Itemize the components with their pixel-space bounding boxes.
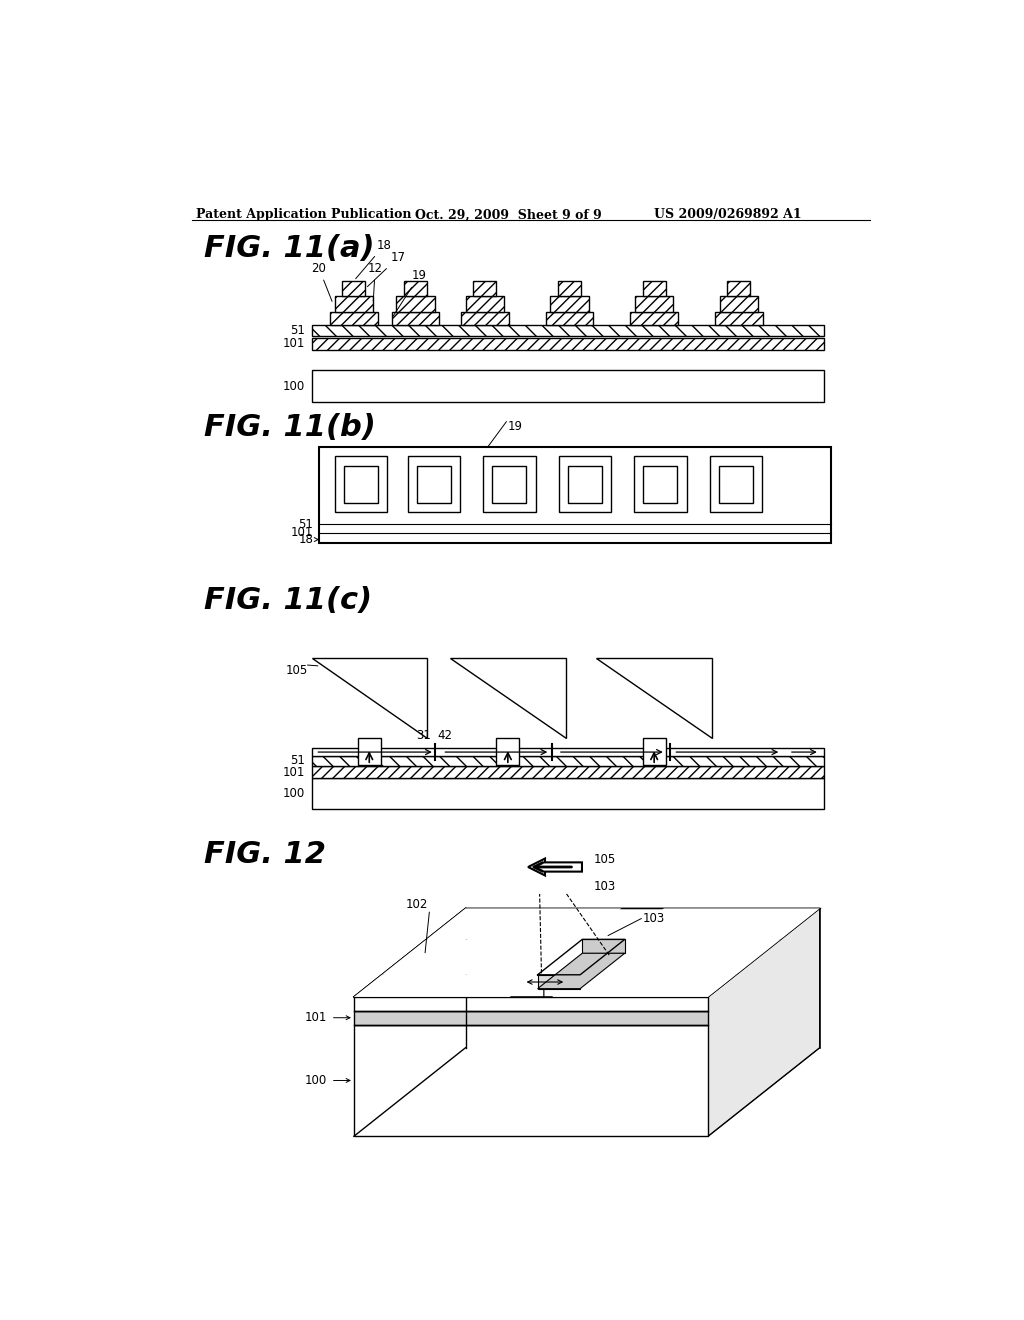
Polygon shape <box>354 997 708 1011</box>
Text: 20: 20 <box>311 261 332 301</box>
Bar <box>473 281 497 296</box>
Text: 17: 17 <box>368 251 406 286</box>
Bar <box>497 738 519 766</box>
Polygon shape <box>451 659 565 738</box>
Text: 105: 105 <box>286 664 307 677</box>
Polygon shape <box>354 908 819 997</box>
Bar <box>344 466 378 503</box>
Bar <box>715 312 763 326</box>
Text: 101: 101 <box>304 1011 327 1024</box>
Text: 102: 102 <box>406 898 428 911</box>
Bar <box>558 281 581 296</box>
Bar <box>311 779 823 809</box>
Text: 19: 19 <box>393 269 427 317</box>
Polygon shape <box>426 908 622 940</box>
Bar <box>311 370 823 403</box>
Bar <box>408 457 460 512</box>
Polygon shape <box>581 940 780 974</box>
Bar <box>550 296 589 312</box>
Text: FIG. 11(b): FIG. 11(b) <box>204 412 376 441</box>
Polygon shape <box>538 974 581 989</box>
Text: 51: 51 <box>298 517 313 531</box>
Text: 100: 100 <box>283 380 305 393</box>
Bar <box>466 296 504 312</box>
Polygon shape <box>596 659 712 738</box>
Polygon shape <box>552 974 736 997</box>
Polygon shape <box>466 908 819 1048</box>
Polygon shape <box>354 974 538 997</box>
Bar <box>634 457 686 512</box>
Polygon shape <box>708 908 819 1137</box>
Bar <box>727 281 751 296</box>
Bar <box>391 312 439 326</box>
Text: 18: 18 <box>355 239 392 279</box>
Text: Oct. 29, 2009  Sheet 9 of 9: Oct. 29, 2009 Sheet 9 of 9 <box>416 209 602 222</box>
Bar <box>342 281 366 296</box>
Text: 101: 101 <box>283 338 305 351</box>
Bar <box>330 312 378 326</box>
Bar <box>643 281 666 296</box>
Bar <box>483 457 536 512</box>
Bar <box>461 312 509 326</box>
Text: 100: 100 <box>305 1074 327 1086</box>
Bar <box>396 296 435 312</box>
Polygon shape <box>311 659 427 738</box>
Polygon shape <box>382 940 583 974</box>
Polygon shape <box>625 908 819 940</box>
Bar <box>643 466 677 503</box>
Bar <box>417 466 451 503</box>
Text: 12: 12 <box>368 261 383 301</box>
Bar <box>311 756 823 766</box>
Bar <box>311 338 823 350</box>
Polygon shape <box>538 953 625 989</box>
Bar <box>335 457 387 512</box>
Bar <box>546 312 593 326</box>
Bar <box>319 447 831 544</box>
Text: FIG. 11(a): FIG. 11(a) <box>204 234 375 263</box>
Text: 31: 31 <box>416 729 431 742</box>
Bar <box>643 738 666 766</box>
Bar <box>559 457 611 512</box>
Text: 101: 101 <box>283 766 305 779</box>
Bar <box>335 296 373 312</box>
Polygon shape <box>583 940 625 953</box>
Polygon shape <box>354 1024 708 1137</box>
Text: Patent Application Publication: Patent Application Publication <box>196 209 412 222</box>
Text: FIG. 12: FIG. 12 <box>204 840 326 869</box>
Text: 19: 19 <box>508 420 523 433</box>
Text: 103: 103 <box>594 879 615 892</box>
Text: 18: 18 <box>298 533 313 546</box>
Text: 51: 51 <box>291 755 305 767</box>
Bar <box>403 281 427 296</box>
Text: L: L <box>542 989 549 1001</box>
Text: 103: 103 <box>643 912 665 925</box>
Bar <box>493 466 526 503</box>
Bar <box>568 466 602 503</box>
Bar <box>719 466 753 503</box>
FancyArrow shape <box>528 858 582 875</box>
Bar <box>635 296 674 312</box>
Bar <box>357 738 381 766</box>
Text: FIG. 11(c): FIG. 11(c) <box>204 586 372 615</box>
Bar <box>720 296 758 312</box>
Text: 100: 100 <box>283 787 305 800</box>
Bar <box>311 766 823 779</box>
Bar <box>631 312 678 326</box>
Bar <box>710 457 762 512</box>
Bar <box>311 326 823 335</box>
Text: US 2009/0269892 A1: US 2009/0269892 A1 <box>654 209 802 222</box>
Bar <box>311 748 823 756</box>
Text: 51: 51 <box>291 323 305 337</box>
Text: 105: 105 <box>594 853 615 866</box>
Polygon shape <box>354 1011 708 1024</box>
Text: 42: 42 <box>437 729 452 742</box>
Text: 101: 101 <box>291 527 313 539</box>
